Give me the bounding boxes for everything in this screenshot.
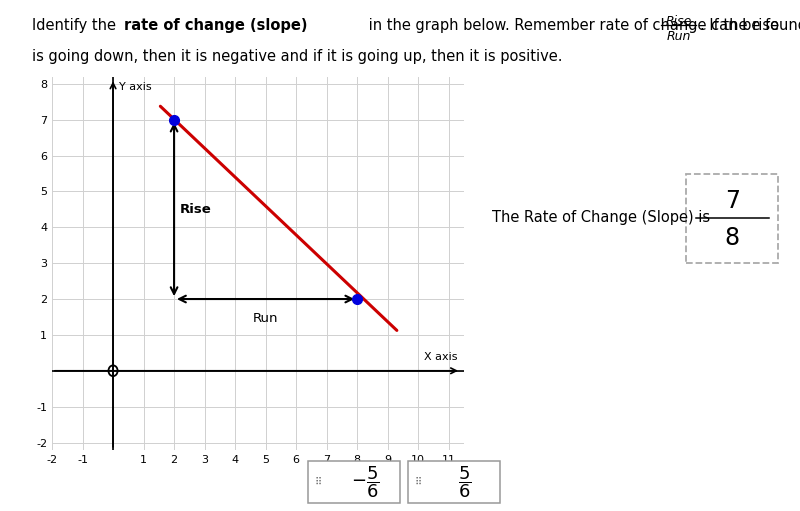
Text: ⠿: ⠿ <box>315 476 322 486</box>
Text: is going down, then it is negative and if it is going up, then it is positive.: is going down, then it is negative and i… <box>32 49 562 63</box>
Text: Y axis: Y axis <box>119 82 152 92</box>
Text: 8: 8 <box>725 226 740 250</box>
Text: Identify the: Identify the <box>32 18 121 33</box>
Text: 7: 7 <box>725 189 740 213</box>
Text: rate of change (slope): rate of change (slope) <box>124 18 307 33</box>
Text: in the graph below. Remember rate of change can be found as: in the graph below. Remember rate of cha… <box>364 18 800 33</box>
Text: $\dfrac{5}{6}$: $\dfrac{5}{6}$ <box>458 464 472 500</box>
Text: $-\dfrac{5}{6}$: $-\dfrac{5}{6}$ <box>350 464 379 500</box>
Text: X axis: X axis <box>424 352 458 362</box>
Text: Rise: Rise <box>666 15 691 28</box>
Text: Rise: Rise <box>180 203 212 216</box>
Text: Run: Run <box>666 30 690 42</box>
Text: Run: Run <box>253 312 278 324</box>
Text: ⠿: ⠿ <box>415 476 422 486</box>
Text: . If the rise: . If the rise <box>700 18 779 33</box>
Text: The Rate of Change (Slope) is: The Rate of Change (Slope) is <box>492 210 710 225</box>
